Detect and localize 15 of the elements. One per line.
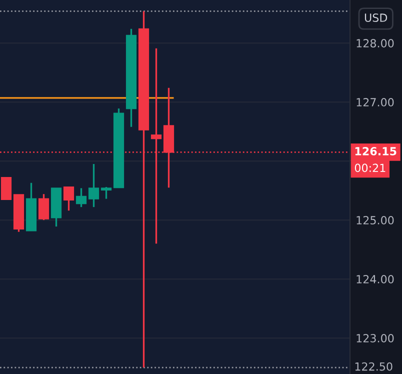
candlestick	[76, 187, 87, 208]
candlestick	[100, 186, 112, 200]
candlestick	[63, 186, 74, 212]
ref-line-label: 126.15	[355, 147, 396, 156]
y-tick-label: 125.00	[356, 216, 394, 224]
y-tick-label: 128.00	[356, 39, 394, 48]
y-tick-label: 127.00	[356, 98, 394, 106]
text: USD	[364, 14, 388, 22]
text: 00:21	[354, 164, 386, 172]
candlestick	[0, 177, 12, 200]
y-tick-label: 124.00	[356, 275, 394, 284]
ref-line-label: 122.50	[355, 362, 392, 371]
y-tick-label: 123.00	[356, 334, 394, 342]
candlestick	[38, 193, 50, 221]
candlestick	[88, 163, 100, 208]
